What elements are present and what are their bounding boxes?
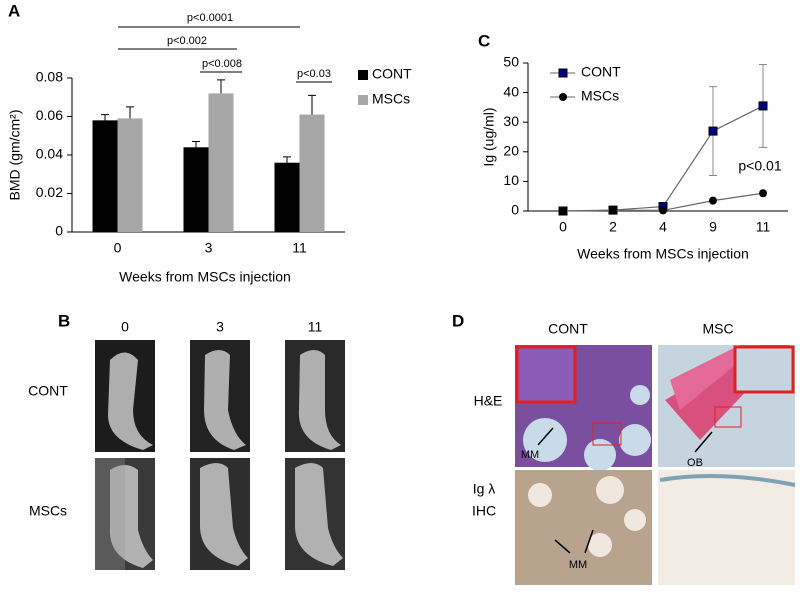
annotation: MM: [521, 449, 539, 461]
error-bar: [101, 114, 109, 121]
point: [758, 101, 768, 111]
y-tick-label: 10: [503, 172, 519, 188]
row-label: H&E: [474, 393, 503, 409]
error-bar: [308, 94, 316, 115]
panel-letter: B: [58, 311, 70, 330]
bar: [299, 114, 325, 232]
row-label: Ig λ: [473, 481, 496, 497]
row-label: CONT: [28, 383, 68, 399]
y-tick-label: 20: [503, 143, 519, 159]
bar: [92, 120, 118, 232]
xray-images: [95, 340, 345, 570]
column-label: 3: [216, 319, 224, 335]
y-tick-label: 30: [503, 113, 519, 129]
y-tick-label: 0.08: [36, 69, 63, 85]
histology-images: [515, 345, 796, 585]
x-tick-label: 0: [114, 240, 122, 256]
x-tick-label: 0: [559, 219, 567, 235]
p-value: p<0.002: [167, 35, 207, 47]
panel-letter: A: [8, 1, 20, 20]
p-value: p<0.03: [297, 68, 331, 80]
p-value: p<0.0001: [187, 12, 233, 24]
legend-label: CONT: [372, 66, 412, 82]
y-axis-label: BMD (gm/cm²): [7, 110, 23, 201]
point: [708, 126, 718, 136]
row-label: MSCs: [29, 503, 67, 519]
y-axis-label: Ig (ug/ml): [481, 107, 497, 166]
error-bar: [126, 106, 134, 119]
error-bar: [192, 141, 200, 148]
point: [759, 189, 767, 198]
y-tick-label: 0.02: [36, 184, 63, 200]
point: [559, 207, 567, 215]
legend-marker: [559, 93, 567, 101]
panel-letter: C: [478, 31, 490, 50]
x-tick-label: 11: [292, 240, 307, 256]
legend-marker: [558, 68, 568, 78]
y-tick-label: 0: [55, 223, 63, 239]
column-label: 0: [121, 319, 129, 335]
x-tick-label: 3: [205, 240, 213, 256]
bar: [117, 118, 143, 232]
x-tick-label: 11: [756, 219, 771, 235]
y-tick-label: 50: [503, 54, 519, 70]
legend-label: CONT: [581, 64, 621, 80]
column-label: CONT: [548, 321, 588, 337]
p-value: p<0.008: [202, 58, 242, 70]
y-tick-label: 40: [503, 83, 519, 99]
error-bar: [217, 79, 225, 94]
x-tick-label: 9: [709, 219, 717, 235]
bar: [208, 93, 234, 233]
legend-swatch: [358, 70, 368, 80]
panel-letter: D: [452, 311, 464, 330]
x-axis-label: Weeks from MSCs injection: [119, 269, 291, 285]
p-value: p<0.01: [738, 158, 781, 174]
legend-label: MSCs: [372, 91, 410, 107]
legend-swatch: [358, 95, 368, 105]
bar: [274, 162, 300, 232]
y-tick-label: 0: [511, 202, 519, 218]
bar: [183, 147, 209, 232]
x-tick-label: 4: [659, 219, 667, 235]
column-label: MSC: [702, 321, 733, 337]
x-axis-label: Weeks from MSCs injection: [577, 246, 749, 262]
error-bar: [283, 156, 291, 163]
row-label: IHC: [472, 503, 496, 519]
column-label: 11: [308, 319, 323, 335]
point: [709, 196, 717, 205]
x-tick-label: 2: [609, 219, 617, 235]
legend-label: MSCs: [581, 88, 619, 104]
y-tick-label: 0.06: [36, 107, 63, 123]
series-line: [562, 105, 764, 212]
y-tick-label: 0.04: [36, 146, 63, 162]
brackets: [118, 26, 332, 83]
annotation: MM: [569, 559, 587, 571]
point: [659, 206, 667, 215]
annotation: OB: [687, 457, 703, 469]
point: [609, 206, 617, 215]
